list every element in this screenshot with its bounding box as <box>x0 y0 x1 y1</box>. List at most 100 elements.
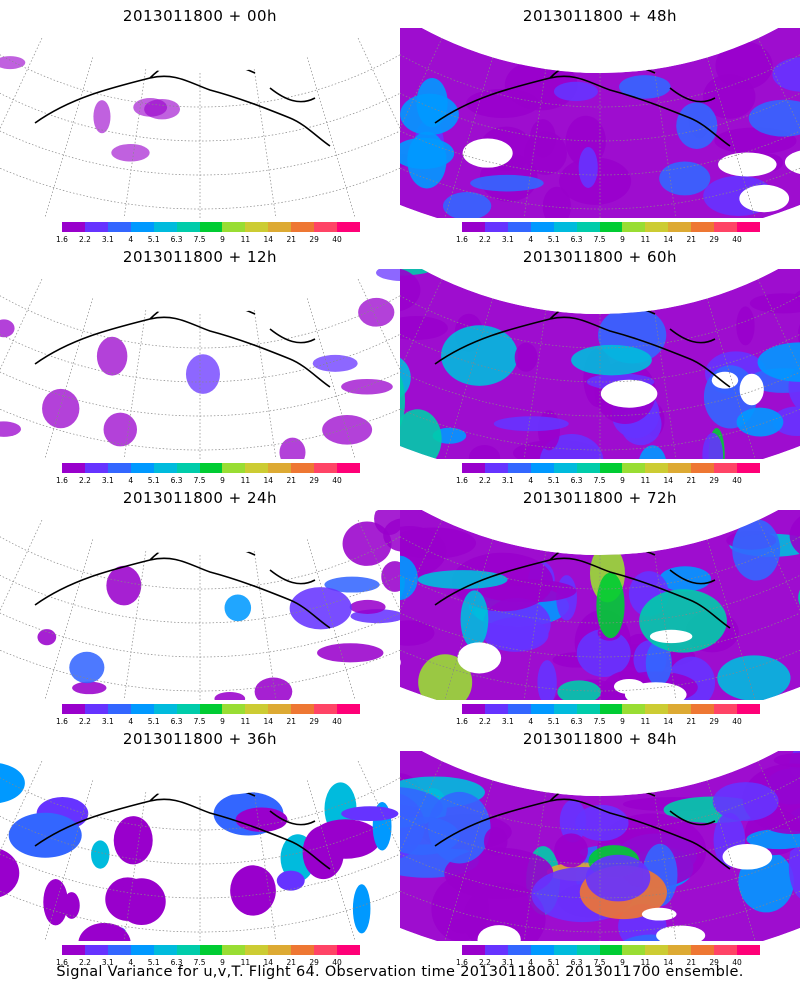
colorbar-swatch <box>714 463 738 473</box>
colorbar-label: 40 <box>732 717 742 726</box>
colorbar-swatch <box>622 463 646 473</box>
variance-blob <box>585 854 651 902</box>
colorbar-label: 4 <box>128 476 134 485</box>
colorbar-label: 40 <box>332 476 342 485</box>
colorbar-label: 6.3 <box>570 235 583 244</box>
variance-blob <box>43 878 68 926</box>
colorbar-label: 5.1 <box>547 476 560 485</box>
colorbar-label: 29 <box>309 717 319 726</box>
colorbar-label: 6.3 <box>170 235 183 244</box>
variance-blob <box>341 806 399 822</box>
colorbar-swatch <box>691 463 715 473</box>
colorbar-label: 7.5 <box>193 476 206 485</box>
colorbar-label: 1.6 <box>56 476 68 485</box>
colorbar-swatch <box>199 704 223 714</box>
colorbar-swatch <box>507 704 531 714</box>
variance-blob <box>788 832 800 900</box>
colorbar-label: 11 <box>640 476 651 485</box>
variance-blob <box>748 99 800 137</box>
colorbar <box>62 463 360 473</box>
colorbar-label: 1.6 <box>56 235 68 244</box>
variance-blob <box>418 654 473 700</box>
colorbar-swatch <box>268 945 292 955</box>
colorbar-label: 21 <box>286 958 296 967</box>
variance-blob <box>400 269 421 312</box>
colorbar-swatch <box>130 704 154 714</box>
colorbar-swatch <box>268 704 292 714</box>
colorbar-label: 7.5 <box>193 958 206 967</box>
colorbar-label: 7.5 <box>193 717 206 726</box>
colorbar-label: 40 <box>332 717 342 726</box>
colorbar-label: 4 <box>528 476 534 485</box>
colorbar-swatch <box>314 704 338 714</box>
colorbar-label: 40 <box>732 235 742 244</box>
colorbar <box>62 945 360 955</box>
map-panel: 2013011800 + 36h 1.6 2.2 3.1 4 5.1 6.3 7.5 9 11 14… <box>0 723 400 968</box>
variance-blob <box>736 306 755 346</box>
variance-blob <box>358 297 395 327</box>
colorbar-swatch <box>462 463 485 473</box>
panel-title: 2013011800 + 12h <box>122 248 278 266</box>
variance-blob <box>0 762 25 804</box>
variance-blob <box>0 319 15 338</box>
colorbar-label: 4 <box>128 717 134 726</box>
variance-blob <box>659 161 711 196</box>
colorbar-swatch <box>599 463 623 473</box>
colorbar-label: 40 <box>332 958 342 967</box>
colorbar-swatch <box>337 222 360 232</box>
colorbar-label: 21 <box>286 235 296 244</box>
variance-blob <box>106 565 142 606</box>
colorbar-label: 11 <box>640 235 651 244</box>
variance-blob <box>702 432 724 459</box>
colorbar-swatch <box>222 463 246 473</box>
colorbar-swatch <box>737 222 760 232</box>
variance-blob <box>514 342 538 372</box>
map-projection <box>0 760 400 941</box>
colorbar-swatch <box>645 704 669 714</box>
variance-blob <box>302 825 345 880</box>
variance-blob <box>571 344 652 376</box>
colorbar-label: 3.1 <box>501 717 514 726</box>
variance-blob <box>144 98 181 120</box>
colorbar-swatch <box>130 945 154 955</box>
colorbar-label: 11 <box>640 717 651 726</box>
colorbar-label: 1.6 <box>456 717 468 726</box>
colorbar-label: 21 <box>686 235 696 244</box>
colorbar-label: 1.6 <box>456 235 468 244</box>
colorbar-swatch <box>645 463 669 473</box>
colorbar-swatch <box>462 704 485 714</box>
variance-blob <box>342 521 392 566</box>
colorbar-label: 3.1 <box>101 476 114 485</box>
colorbar-label: 9 <box>620 476 625 485</box>
colorbar-label: 2.2 <box>478 235 491 244</box>
map-panel: 2013011800 + 48h 1.6 2.2 3.1 4 5.1 6.3 7.5 9 11 14… <box>400 0 800 245</box>
colorbar-label: 3.1 <box>501 235 514 244</box>
variance-blob <box>289 587 352 630</box>
variance-blob <box>619 75 671 99</box>
variance-blob <box>553 81 598 102</box>
variance-blob <box>103 412 138 447</box>
colorbar-label: 21 <box>286 476 296 485</box>
colorbar-label: 2.2 <box>78 476 91 485</box>
colorbar-swatch <box>622 222 646 232</box>
colorbar-label: 21 <box>286 717 296 726</box>
colorbar-swatch <box>668 463 692 473</box>
colorbar-swatch <box>153 704 177 714</box>
colorbar-swatch <box>222 945 246 955</box>
colorbar-swatch <box>530 704 554 714</box>
variance-blob <box>676 102 718 149</box>
variance-blob <box>0 56 26 70</box>
variance-blob <box>460 590 489 649</box>
variance-blob <box>93 100 111 134</box>
colorbar-swatch <box>737 704 760 714</box>
variance-blob <box>276 870 305 891</box>
panel-title: 2013011800 + 48h <box>522 7 678 25</box>
variance-blob <box>117 878 166 925</box>
colorbar-label: 14 <box>263 958 274 967</box>
variance-blob <box>539 434 604 459</box>
colorbar-swatch <box>107 704 131 714</box>
variance-blob <box>493 416 569 432</box>
colorbar-label: 2.2 <box>78 958 91 967</box>
colorbar-swatch <box>737 945 760 955</box>
variance-blob <box>400 137 455 170</box>
